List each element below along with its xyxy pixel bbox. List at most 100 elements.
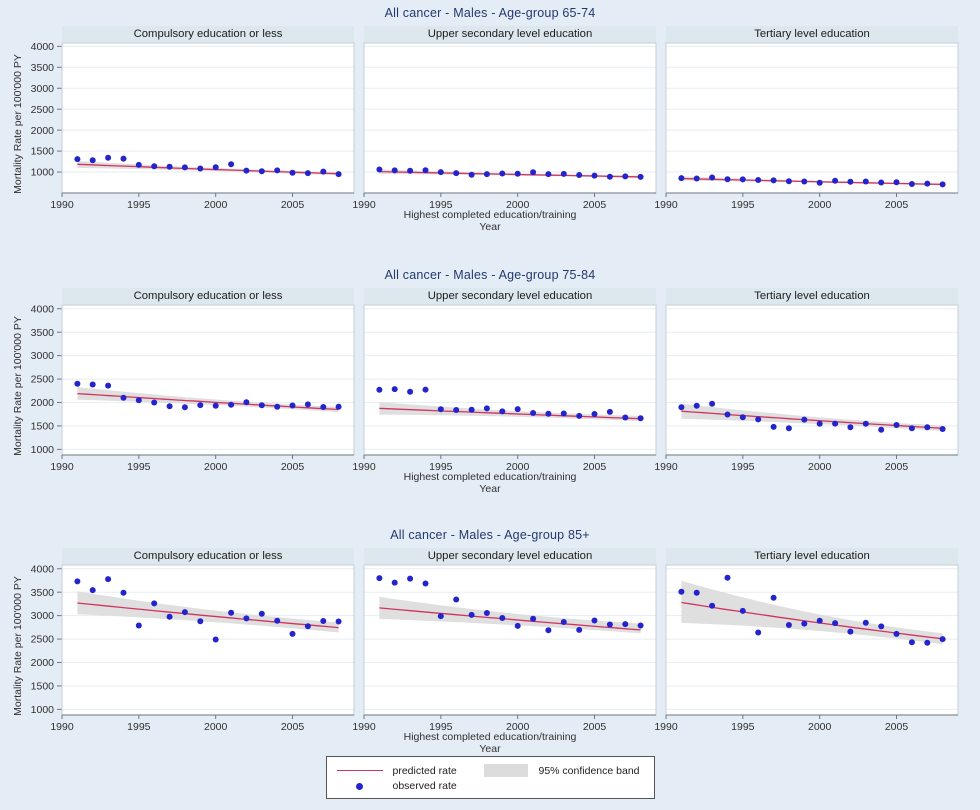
observed-point	[197, 402, 204, 409]
observed-point	[391, 579, 398, 586]
observed-point	[908, 425, 915, 432]
panel-plot: 1990 1995 2000 2005	[654, 42, 959, 211]
panel-header-tertiary: Tertiary level education	[666, 26, 958, 43]
observed-point	[637, 173, 644, 180]
observed-point	[739, 176, 746, 183]
observed-point	[335, 618, 342, 625]
observed-point	[637, 622, 644, 629]
figure-age-85-plus: All cancer - Males - Age-group 85+ Compu…	[0, 522, 980, 772]
observed-point	[499, 170, 506, 177]
observed-point	[135, 161, 142, 168]
x-tick-label: 2000	[808, 721, 832, 733]
predicted-line	[77, 602, 339, 629]
observed-point	[483, 610, 490, 616]
observed-point	[335, 171, 342, 178]
observed-point	[89, 587, 96, 594]
observed-point	[924, 180, 931, 187]
x-tick-label: 2005	[885, 199, 909, 211]
observed-point	[258, 610, 265, 617]
observed-point	[514, 170, 521, 177]
observed-point	[739, 607, 746, 614]
observed-point	[453, 170, 460, 177]
observed-point	[289, 169, 296, 176]
x-tick-label: 2005	[885, 461, 909, 473]
legend-container: predicted rate 95% confidence band obser…	[0, 756, 980, 799]
observed-point	[422, 167, 429, 174]
observed-point	[197, 165, 204, 172]
y-tick-label: 2000	[31, 397, 55, 409]
x-tick-label: 1995	[429, 721, 453, 733]
panel-header-compulsory: Compulsory education or less	[62, 288, 354, 305]
observed-point	[924, 639, 931, 646]
observed-point	[816, 420, 823, 427]
legend-item-observed: observed rate	[337, 780, 465, 792]
x-axis-label: Highest completed education/training Yea…	[0, 731, 980, 755]
observed-point	[637, 415, 644, 422]
y-tick-label: 2500	[31, 634, 55, 646]
observed-point	[530, 169, 537, 176]
panel-plot: 1990 1995 2000 2005	[50, 42, 355, 211]
observed-point	[560, 410, 567, 417]
x-axis-label-line2: Year	[479, 482, 501, 495]
x-tick-label: 1995	[127, 721, 151, 733]
observed-point	[545, 410, 552, 417]
ci-band-swatch	[483, 764, 528, 777]
observed-point	[622, 414, 629, 421]
predicted-line-swatch	[336, 770, 383, 771]
observed-point	[453, 407, 460, 413]
legend-item-predicted: predicted rate	[336, 764, 465, 777]
observed-point	[289, 402, 296, 409]
observed-point	[545, 171, 552, 178]
figure-age-75-84: All cancer - Males - Age-group 75-84 Com…	[0, 262, 980, 512]
observed-point	[320, 404, 327, 410]
observed-point	[483, 405, 490, 412]
observed-point	[105, 382, 112, 389]
x-tick-label: 1995	[731, 199, 755, 211]
observed-point	[228, 401, 235, 408]
observed-point	[422, 386, 429, 393]
observed-point	[576, 412, 583, 419]
observed-point	[376, 166, 383, 173]
observed-point	[939, 426, 946, 432]
panel-header-upper-secondary: Upper secondary level education	[364, 548, 656, 565]
observed-point	[320, 168, 327, 175]
x-axis-label-line1: Highest completed education/training	[403, 471, 577, 483]
observed-point	[407, 575, 414, 582]
observed-point	[755, 177, 762, 183]
y-tick-label: 1500	[31, 421, 55, 433]
x-axis-label-line2: Year	[479, 742, 501, 755]
observed-point	[74, 578, 81, 585]
observed-point	[770, 177, 777, 184]
observed-point	[770, 423, 777, 430]
panel-header-upper-secondary: Upper secondary level education	[364, 288, 656, 305]
observed-point	[335, 403, 342, 410]
observed-point	[89, 157, 96, 164]
x-tick-label: 1990	[50, 199, 74, 211]
observed-point	[847, 628, 854, 635]
panel-header-tertiary: Tertiary level education	[666, 288, 958, 305]
observed-point	[105, 576, 112, 583]
figure-title: All cancer - Males - Age-group 75-84	[384, 268, 596, 282]
x-tick-label: 2000	[808, 199, 832, 211]
observed-point	[151, 399, 158, 406]
observed-point	[514, 622, 521, 629]
observed-point	[832, 620, 839, 627]
observed-point	[678, 175, 685, 182]
y-tick-label: 1000	[31, 167, 55, 179]
y-tick-label: 4000	[31, 563, 55, 575]
observed-point	[908, 181, 915, 187]
observed-point	[212, 636, 219, 643]
observed-point	[228, 161, 235, 168]
x-tick-label: 2005	[583, 199, 607, 211]
panel-header-upper-secondary: Upper secondary level education	[364, 26, 656, 43]
y-tick-label: 2500	[31, 374, 55, 386]
observed-point	[847, 424, 854, 431]
legend-item-ci: 95% confidence band	[483, 764, 640, 777]
observed-point	[785, 178, 792, 185]
observed-point	[89, 381, 96, 388]
observed-point	[908, 639, 915, 646]
observed-point	[893, 630, 900, 637]
observed-point	[678, 404, 685, 411]
observed-point	[862, 178, 869, 185]
